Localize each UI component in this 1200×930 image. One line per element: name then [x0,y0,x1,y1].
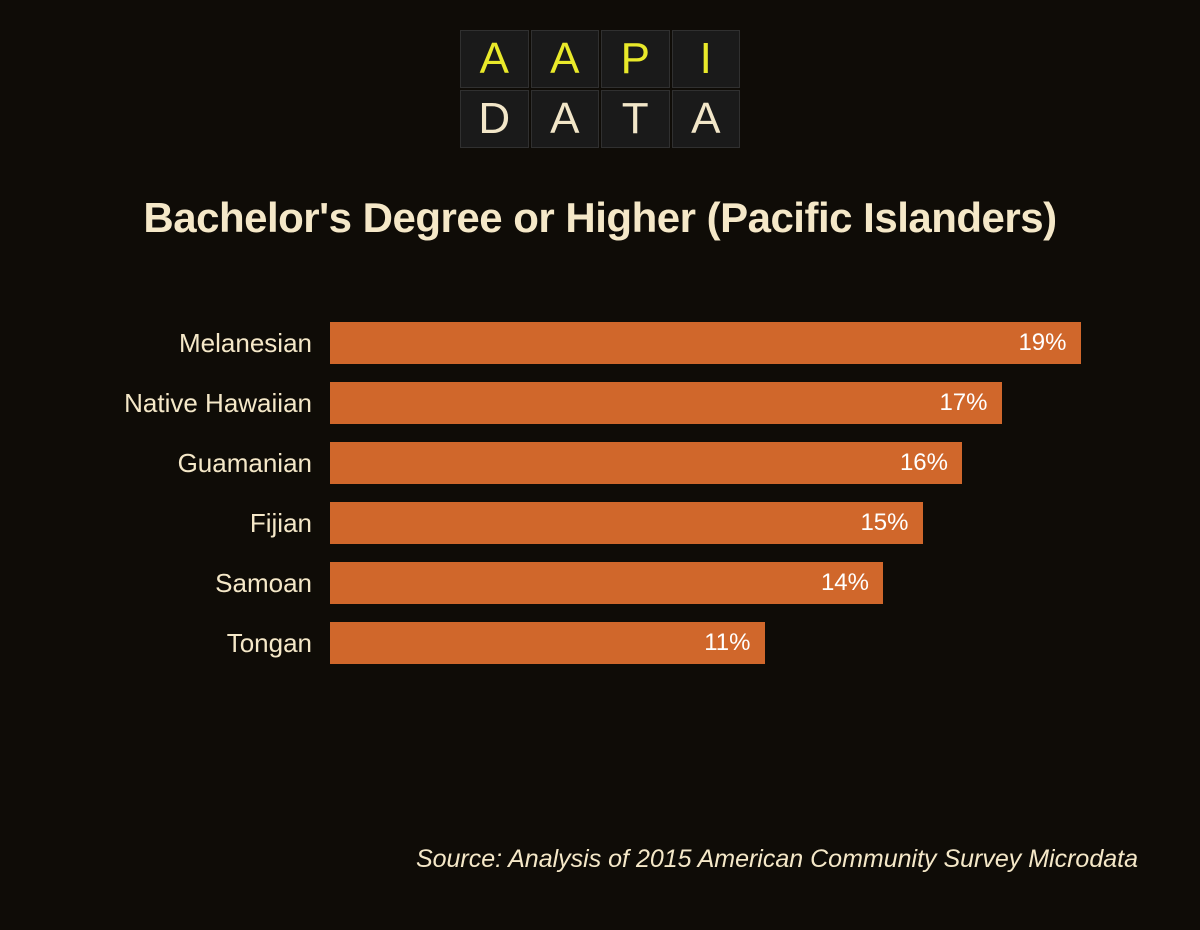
category-label: Melanesian [80,328,330,359]
bar-track: 11% [330,622,1120,664]
logo-cell: A [672,90,741,148]
bar-row: Melanesian 19% [80,322,1120,364]
logo-cell: A [460,30,529,88]
logo-cell: P [601,30,670,88]
bar-chart: Melanesian 19% Native Hawaiian 17% Guama… [80,322,1120,664]
logo-cell: T [601,90,670,148]
bar-track: 17% [330,382,1120,424]
bar-row: Fijian 15% [80,502,1120,544]
bar-value-label: 19% [1018,329,1066,357]
brand-logo: A A P I D A T A [460,30,740,148]
category-label: Tongan [80,628,330,659]
category-label: Native Hawaiian [80,388,330,419]
bar-value-label: 15% [860,509,908,537]
bar-row: Guamanian 16% [80,442,1120,484]
bar: 15% [330,502,923,544]
logo-cell: D [460,90,529,148]
bar-value-label: 17% [939,389,987,417]
bar: 11% [330,622,765,664]
category-label: Fijian [80,508,330,539]
bar: 14% [330,562,883,604]
bar-row: Samoan 14% [80,562,1120,604]
bar: 19% [330,322,1081,364]
bar-track: 19% [330,322,1120,364]
bar-row: Native Hawaiian 17% [80,382,1120,424]
bar-value-label: 16% [900,449,948,477]
bar-track: 15% [330,502,1120,544]
bar-value-label: 11% [704,629,750,657]
bar: 17% [330,382,1002,424]
chart-title: Bachelor's Degree or Higher (Pacific Isl… [0,194,1200,242]
logo-row-1: A A P I [460,30,740,88]
category-label: Samoan [80,568,330,599]
logo-cell: I [672,30,741,88]
bar-track: 16% [330,442,1120,484]
logo-cell: A [531,90,600,148]
bar-row: Tongan 11% [80,622,1120,664]
bar-value-label: 14% [821,569,869,597]
logo-cell: A [531,30,600,88]
bar-track: 14% [330,562,1120,604]
bar: 16% [330,442,962,484]
category-label: Guamanian [80,448,330,479]
logo-row-2: D A T A [460,90,740,148]
source-citation: Source: Analysis of 2015 American Commun… [416,845,1138,874]
